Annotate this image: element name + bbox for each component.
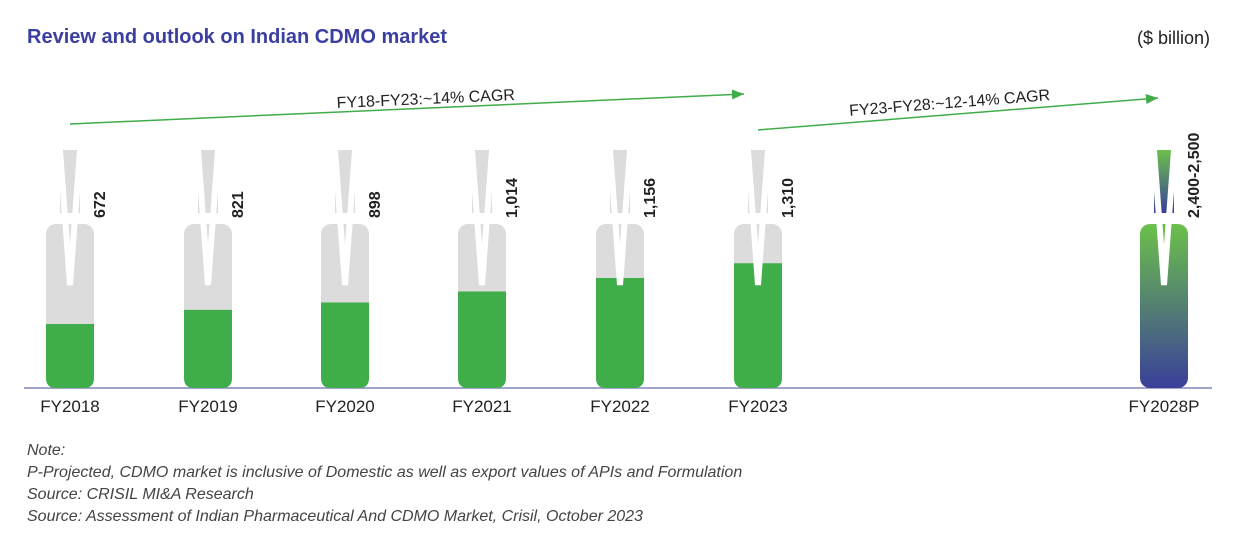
break-notch bbox=[469, 149, 495, 286]
bar bbox=[321, 302, 369, 388]
source-line: Source: Assessment of Indian Pharmaceuti… bbox=[27, 508, 643, 525]
value-label: 821 bbox=[230, 191, 247, 218]
cagr-arrowhead bbox=[731, 89, 744, 100]
chart-title: Review and outlook on Indian CDMO market bbox=[27, 26, 448, 48]
bar-group bbox=[1140, 149, 1188, 388]
unit-label: ($ billion) bbox=[1136, 28, 1210, 48]
break-notch bbox=[607, 149, 633, 286]
value-label: 1,014 bbox=[504, 178, 521, 218]
notes-heading: Note: bbox=[27, 442, 66, 459]
note-line: P-Projected, CDMO market is inclusive of… bbox=[27, 464, 743, 481]
cagr-annotation: FY23-FY28:~12-14% CAGR bbox=[757, 87, 1159, 131]
cagr-arrow bbox=[69, 93, 745, 125]
bar bbox=[458, 291, 506, 388]
bar-group bbox=[734, 149, 782, 388]
category-label: FY2022 bbox=[590, 397, 650, 416]
value-label: 898 bbox=[367, 191, 384, 218]
category-label: FY2018 bbox=[40, 397, 100, 416]
break-notch bbox=[332, 149, 358, 286]
break-notch bbox=[195, 149, 221, 286]
notes: Note: P-Projected, CDMO market is inclus… bbox=[27, 440, 742, 528]
bar-projected bbox=[1140, 224, 1188, 388]
bar-group bbox=[184, 149, 232, 388]
category-label: FY2021 bbox=[452, 397, 512, 416]
bar-group bbox=[596, 149, 644, 388]
bar bbox=[184, 309, 232, 388]
bar bbox=[734, 263, 782, 388]
value-label: 672 bbox=[92, 191, 109, 218]
break-notch bbox=[745, 149, 771, 286]
bar bbox=[46, 324, 94, 388]
bar bbox=[596, 277, 644, 388]
category-label: FY2019 bbox=[178, 397, 238, 416]
cagr-arrowhead bbox=[1145, 93, 1158, 104]
break-notch bbox=[57, 149, 83, 286]
break-notch bbox=[1151, 149, 1177, 286]
value-label: 1,156 bbox=[642, 178, 659, 218]
bar-group bbox=[458, 149, 506, 388]
source-line: Source: CRISIL MI&A Research bbox=[27, 486, 254, 503]
category-label: FY2020 bbox=[315, 397, 375, 416]
category-label: FY2028P bbox=[1129, 397, 1200, 416]
value-label: 2,400-2,500 bbox=[1186, 132, 1203, 218]
value-label: 1,310 bbox=[780, 178, 797, 218]
category-label: FY2023 bbox=[728, 397, 788, 416]
bar-group bbox=[46, 149, 94, 388]
cagr-arrow bbox=[757, 97, 1159, 131]
bar-group bbox=[321, 149, 369, 388]
cagr-annotation: FY18-FY23:~14% CAGR bbox=[69, 87, 745, 125]
